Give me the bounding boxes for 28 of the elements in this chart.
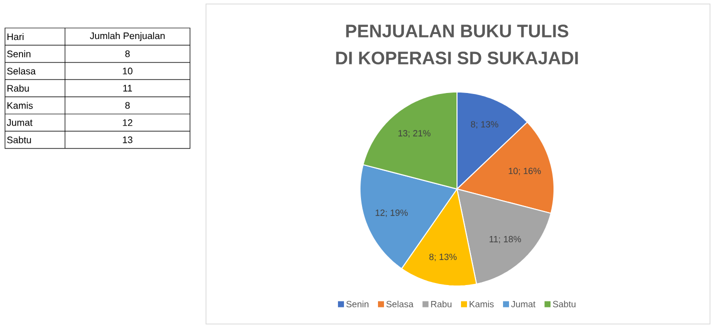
category-label: Selasa — [7, 68, 36, 74]
category-label: Jumat — [6, 119, 32, 126]
data-label: 8; 13% — [470, 121, 498, 129]
legend-label: Selasa — [386, 300, 414, 308]
text: 8 — [125, 102, 130, 109]
text: 10 — [122, 68, 132, 74]
data-label: 8; 13% — [429, 254, 457, 262]
legend-label: Sabtu — [552, 300, 576, 308]
text: 13 — [122, 136, 132, 144]
data-label: 11; 18% — [490, 236, 521, 244]
text: 8 — [125, 50, 130, 58]
category-label: Senin — [7, 50, 30, 58]
text: Hari — [7, 33, 24, 40]
legend-label: Senin — [346, 300, 368, 308]
category-label: Sabtu — [7, 136, 31, 144]
data-label: 12; 19% — [376, 210, 408, 217]
legend-label: Jumat — [511, 301, 536, 308]
text: Jumlah Penjualan — [90, 32, 165, 42]
text: 11 — [123, 84, 132, 92]
category-label: Kamis — [7, 102, 33, 109]
legend-label: Rabu — [431, 300, 452, 308]
data-label: 13; 21% — [398, 130, 430, 138]
chart-title: PENJUALAN BUKU TULIS — [346, 24, 568, 38]
legend-label: Kamis — [470, 300, 494, 308]
chart-subtitle: DI KOPERASI SD SUKAJADI — [336, 52, 578, 64]
category-label: Rabu — [7, 84, 29, 92]
text: 12 — [122, 119, 132, 126]
data-label: 10; 16% — [508, 168, 541, 176]
